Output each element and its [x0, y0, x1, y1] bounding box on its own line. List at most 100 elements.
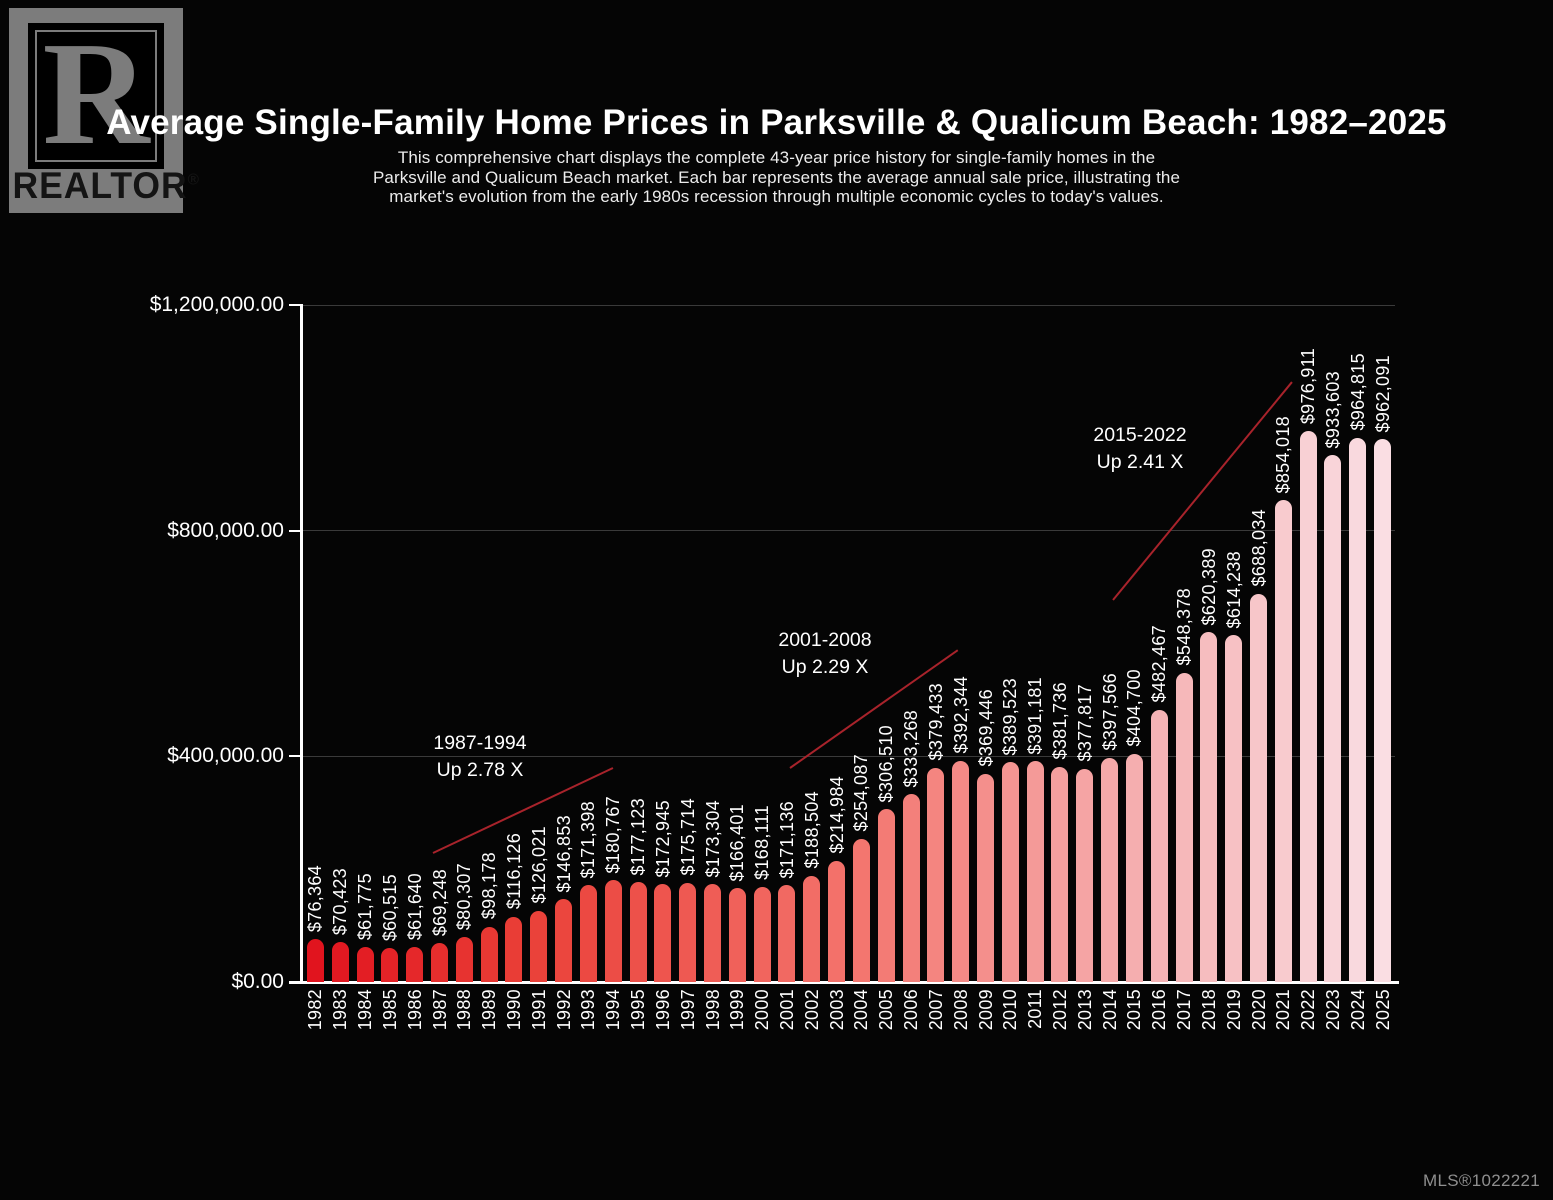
bar	[1225, 635, 1243, 982]
bar	[728, 888, 746, 982]
bar-value-label: $389,523	[1000, 677, 1021, 756]
annotation-multiplier: Up 2.41 X	[1096, 451, 1184, 473]
x-tick-label: 2022	[1298, 989, 1319, 1031]
annotation-label: 1987-1994 Up 2.78 X	[433, 730, 526, 784]
x-axis-line	[289, 981, 1399, 984]
chart-description-line: This comprehensive chart displays the co…	[397, 148, 1156, 167]
x-tick-label: 2020	[1248, 989, 1269, 1031]
x-tick-label: 1991	[528, 989, 549, 1031]
bar	[679, 882, 697, 982]
x-tick-label: 2003	[826, 989, 847, 1031]
bar	[530, 910, 548, 982]
x-tick-label: 1998	[702, 989, 723, 1031]
chart-description: This comprehensive chart displays the co…	[277, 148, 1277, 207]
bar-value-label: $620,389	[1198, 547, 1219, 625]
y-tick-label: $1,200,000.00	[149, 293, 284, 316]
x-tick-label: 1989	[479, 989, 500, 1031]
bar-value-label: $168,111	[752, 805, 773, 881]
bar	[803, 875, 821, 982]
bar	[455, 936, 473, 982]
annotation-label: 2001-2008 Up 2.29 X	[778, 627, 871, 681]
y-tick-label: $0.00	[231, 970, 284, 993]
annotation-label: 2015-2022 Up 2.41 X	[1093, 422, 1186, 476]
x-tick-label: 2019	[1223, 989, 1244, 1031]
x-tick-label: 1996	[652, 989, 673, 1031]
bar	[1324, 455, 1342, 982]
bar-value-label: $177,123	[628, 797, 649, 876]
x-tick-label: 2014	[1099, 989, 1120, 1031]
bar	[1349, 437, 1367, 982]
x-tick-label: 1992	[553, 989, 574, 1031]
x-tick-label: 2024	[1347, 989, 1368, 1031]
y-axis-tick	[289, 755, 300, 758]
y-axis-tick	[289, 981, 300, 983]
x-tick-label: 2006	[901, 989, 922, 1031]
bar	[927, 767, 945, 982]
x-tick-label: 2021	[1273, 989, 1294, 1031]
bar-value-label: $76,364	[305, 864, 326, 932]
x-tick-label: 2017	[1174, 989, 1195, 1031]
x-tick-label: 2002	[801, 989, 822, 1031]
bar	[555, 899, 573, 982]
bar	[1250, 593, 1267, 982]
bar	[952, 760, 970, 982]
bar	[306, 938, 324, 982]
x-tick-label: 1988	[454, 989, 475, 1031]
bar	[852, 838, 870, 982]
page-title: Average Single-Family Home Prices in Par…	[106, 103, 1447, 143]
bar	[1026, 761, 1044, 982]
bar	[654, 884, 672, 982]
bar	[579, 885, 597, 982]
gridline	[303, 304, 1395, 306]
annotation-multiplier: Up 2.78 X	[436, 759, 524, 781]
bar-value-label: $333,268	[901, 709, 922, 787]
bar-value-label: $379,433	[925, 683, 946, 761]
x-tick-label: 1993	[578, 989, 599, 1031]
bar-value-label: $976,911	[1298, 347, 1319, 424]
plot-area: $76,364 1982 $70,423 1983 $61,775 1984 $60,515…	[289, 304, 1399, 1030]
bar-value-label: $173,304	[702, 799, 723, 878]
bar-value-label: $180,767	[603, 795, 624, 874]
x-tick-label: 1997	[677, 989, 698, 1031]
bar	[1274, 500, 1292, 982]
bar-value-label: $962,091	[1372, 354, 1393, 433]
bar	[1175, 672, 1193, 982]
bar-value-label: $688,034	[1248, 509, 1269, 587]
realtor-r-mark: R	[42, 23, 150, 169]
y-axis-labels: $0.00 $400,000.00 $800,000.00 $1,200,000.00	[0, 293, 284, 993]
registered-trademark-icon: ®	[187, 171, 200, 189]
bar	[431, 942, 448, 982]
bar	[1200, 632, 1218, 982]
gridline	[303, 530, 1395, 532]
bar-value-label: $171,398	[578, 800, 599, 879]
bar	[406, 947, 424, 982]
x-tick-label: 1986	[404, 989, 425, 1031]
chart-description-line: market's evolution from the early 1980s …	[389, 187, 1164, 206]
bar	[902, 793, 920, 982]
x-tick-label: 1995	[628, 989, 649, 1031]
bar-value-label: $397,566	[1099, 673, 1120, 751]
x-tick-label: 1983	[330, 989, 351, 1031]
annotation-multiplier: Up 2.29 X	[781, 656, 869, 678]
bar-value-label: $854,018	[1273, 415, 1294, 494]
x-tick-label: 2023	[1322, 989, 1343, 1031]
bar	[331, 942, 349, 982]
x-tick-label: 2025	[1372, 989, 1393, 1031]
bar-value-label: $381,736	[1049, 682, 1070, 760]
bar	[1125, 753, 1143, 982]
bar	[753, 887, 771, 982]
y-tick-label: $400,000.00	[167, 744, 284, 768]
bar-value-label: $98,178	[479, 852, 500, 920]
realtor-logo-box: R	[28, 23, 164, 169]
bar-value-label: $548,378	[1174, 588, 1195, 666]
bar	[604, 880, 622, 982]
bar	[1150, 709, 1168, 982]
x-tick-label: 1999	[727, 989, 748, 1031]
bar	[1101, 757, 1119, 982]
bar-value-label: $964,815	[1347, 353, 1368, 431]
bar-value-label: $369,446	[975, 689, 996, 767]
x-tick-label: 2005	[876, 989, 897, 1031]
bar-value-label: $61,775	[355, 872, 376, 941]
realtor-logo-keyline	[35, 30, 157, 162]
bar-value-label: $70,423	[330, 868, 351, 936]
